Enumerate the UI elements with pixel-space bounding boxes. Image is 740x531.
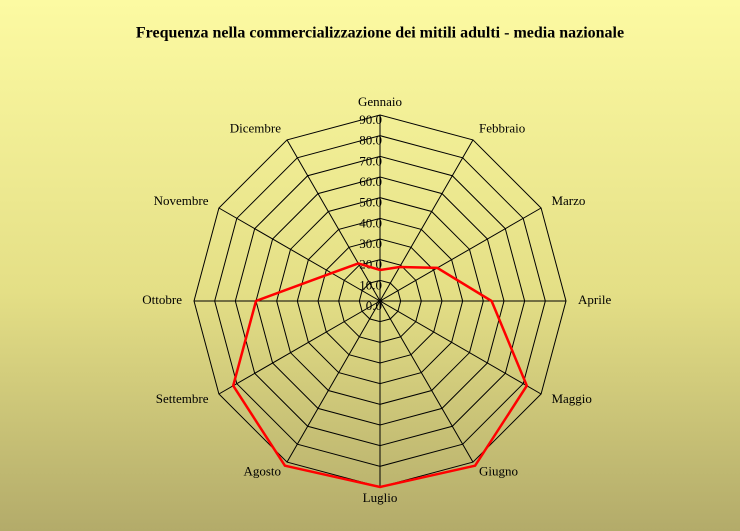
tick-label: 90.0 [359, 112, 382, 127]
tick-label: 30.0 [359, 236, 382, 251]
category-label: Novembre [154, 193, 209, 208]
spoke [218, 300, 381, 395]
category-label: Giugno [479, 463, 518, 478]
category-label: Ottobre [142, 292, 182, 307]
spoke [379, 300, 474, 463]
category-label: Agosto [243, 463, 281, 478]
category-label: Luglio [363, 490, 398, 505]
spoke [379, 300, 542, 395]
spoke [218, 207, 381, 302]
spoke [286, 300, 381, 463]
spoke [286, 139, 381, 302]
category-label: Febbraio [479, 121, 525, 136]
series-line [231, 262, 529, 489]
category-label: Marzo [551, 193, 585, 208]
tick-label: 50.0 [359, 195, 382, 210]
category-label: Dicembre [230, 121, 281, 136]
category-label: Maggio [551, 391, 591, 406]
category-label: Aprile [578, 292, 611, 307]
tick-label: 40.0 [359, 215, 382, 230]
tick-label: 80.0 [359, 133, 382, 148]
spoke [379, 207, 542, 302]
chart-title: Frequenza nella commercializzazione dei … [136, 25, 624, 42]
tick-label: 60.0 [359, 174, 382, 189]
tick-label: 70.0 [359, 153, 382, 168]
spoke [379, 139, 474, 302]
tick-label: 10.0 [359, 277, 382, 292]
category-label: Gennaio [358, 94, 402, 109]
tick-label: 0.0 [366, 298, 382, 313]
category-label: Settembre [156, 391, 209, 406]
